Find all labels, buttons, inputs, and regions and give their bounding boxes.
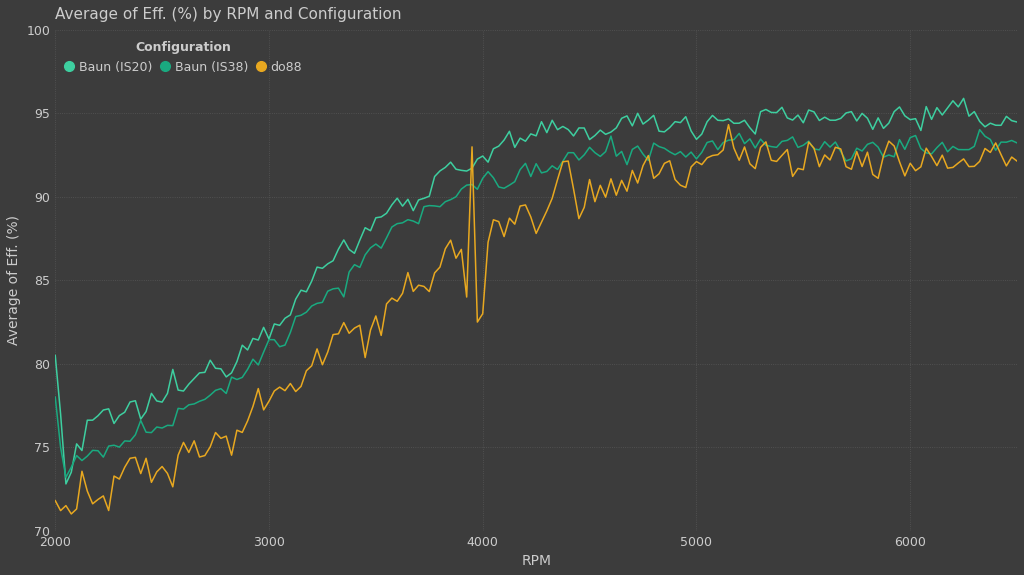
Baun (IS38): [1011, 140, 1023, 147]
do88: [722, 121, 734, 128]
Line: do88: do88: [55, 125, 1017, 514]
Line: Baun (IS20): Baun (IS20): [55, 98, 1017, 484]
Baun (IS38): [974, 126, 986, 133]
Baun (IS20): [199, 369, 211, 376]
Baun (IS20): [59, 481, 72, 488]
Text: Average of Eff. (%) by RPM and Configuration: Average of Eff. (%) by RPM and Configura…: [55, 7, 401, 22]
Line: Baun (IS38): Baun (IS38): [55, 129, 1017, 477]
do88: [322, 348, 334, 355]
Baun (IS20): [957, 95, 970, 102]
Baun (IS38): [851, 145, 863, 152]
do88: [134, 470, 146, 477]
Baun (IS38): [199, 396, 211, 403]
Baun (IS38): [322, 288, 334, 294]
do88: [49, 497, 61, 504]
Y-axis label: Average of Eff. (%): Average of Eff. (%): [7, 216, 20, 346]
do88: [519, 201, 531, 208]
Baun (IS20): [134, 416, 146, 423]
Baun (IS38): [134, 417, 146, 424]
X-axis label: RPM: RPM: [521, 554, 551, 568]
Baun (IS38): [49, 394, 61, 401]
do88: [856, 163, 868, 170]
do88: [66, 511, 78, 518]
Baun (IS20): [49, 352, 61, 359]
Baun (IS38): [59, 474, 72, 481]
Baun (IS20): [322, 260, 334, 267]
do88: [514, 202, 526, 209]
Baun (IS20): [1011, 118, 1023, 125]
do88: [1011, 158, 1023, 164]
Baun (IS38): [514, 166, 526, 173]
Baun (IS20): [851, 117, 863, 124]
Baun (IS38): [519, 160, 531, 167]
Legend: Baun (IS20), Baun (IS38), do88: Baun (IS20), Baun (IS38), do88: [61, 39, 305, 76]
Baun (IS20): [519, 138, 531, 145]
do88: [199, 452, 211, 459]
Baun (IS20): [514, 135, 526, 141]
